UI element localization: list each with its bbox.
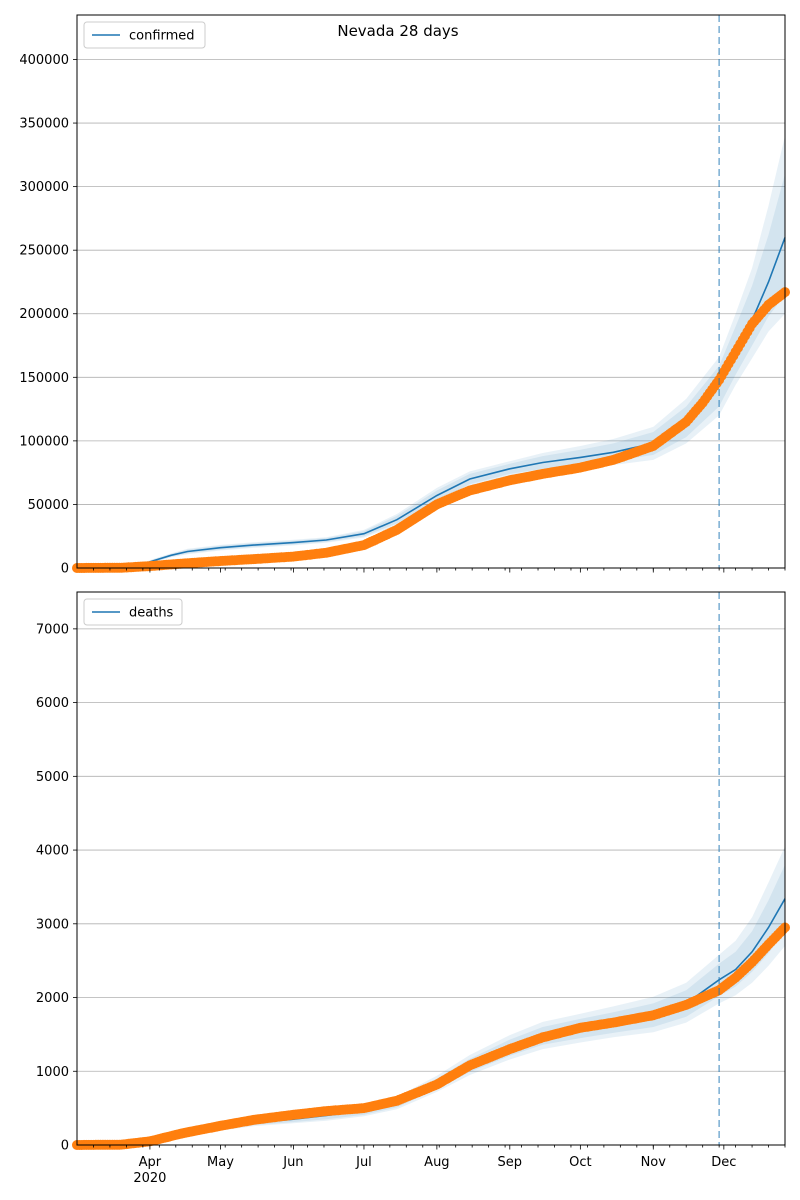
x-tick-label: Oct <box>569 1155 591 1170</box>
x-tick-label: Apr <box>139 1155 162 1170</box>
y-tick-label: 200000 <box>19 307 69 322</box>
y-tick-label: 50000 <box>28 498 69 513</box>
x-tick-label: Aug <box>424 1155 449 1170</box>
y-tick-label: 4000 <box>36 844 69 859</box>
x-tick-label: May <box>207 1155 234 1170</box>
confirmed-panel: 0 50000 100000 150000 200000 250000 300000 3500… <box>19 14 790 577</box>
y-tick-label: 1000 <box>36 1065 69 1080</box>
y-tick-label: 0 <box>61 1139 69 1154</box>
y-tick-label: 400000 <box>19 53 69 68</box>
y-tick-label: 2000 <box>36 991 69 1006</box>
axes-frame <box>76 14 786 569</box>
y-tick-label: 100000 <box>19 434 69 449</box>
y-tick-label: 7000 <box>36 622 69 637</box>
y-tick-label: 300000 <box>19 180 69 195</box>
x-tick-label: Dec <box>711 1155 736 1170</box>
x-tick-label: Sep <box>498 1155 523 1170</box>
y-tick-label: 150000 <box>19 371 69 386</box>
y-tick-label: 0 <box>61 562 69 577</box>
uncertainty-band <box>77 846 785 1145</box>
y-tick-label: 6000 <box>36 696 69 711</box>
axes-frame <box>76 591 786 1146</box>
y-tick-label: 3000 <box>36 917 69 932</box>
y-tick-label: 250000 <box>19 244 69 259</box>
y-tick-label: 350000 <box>19 117 69 132</box>
x-year-label: 2020 <box>133 1171 166 1186</box>
x-tick-label: Nov <box>641 1155 667 1170</box>
legend-box <box>83 598 183 626</box>
legend-label: deaths <box>129 606 174 621</box>
model-fit-line <box>77 237 786 569</box>
x-tick-label: Jun <box>282 1155 303 1170</box>
x-tick-label: Jul <box>355 1155 372 1170</box>
legend-box <box>83 21 206 49</box>
figure-title: Nevada 28 days <box>337 22 458 40</box>
legend-label: confirmed <box>129 29 195 44</box>
y-tick-label: 5000 <box>36 770 69 785</box>
